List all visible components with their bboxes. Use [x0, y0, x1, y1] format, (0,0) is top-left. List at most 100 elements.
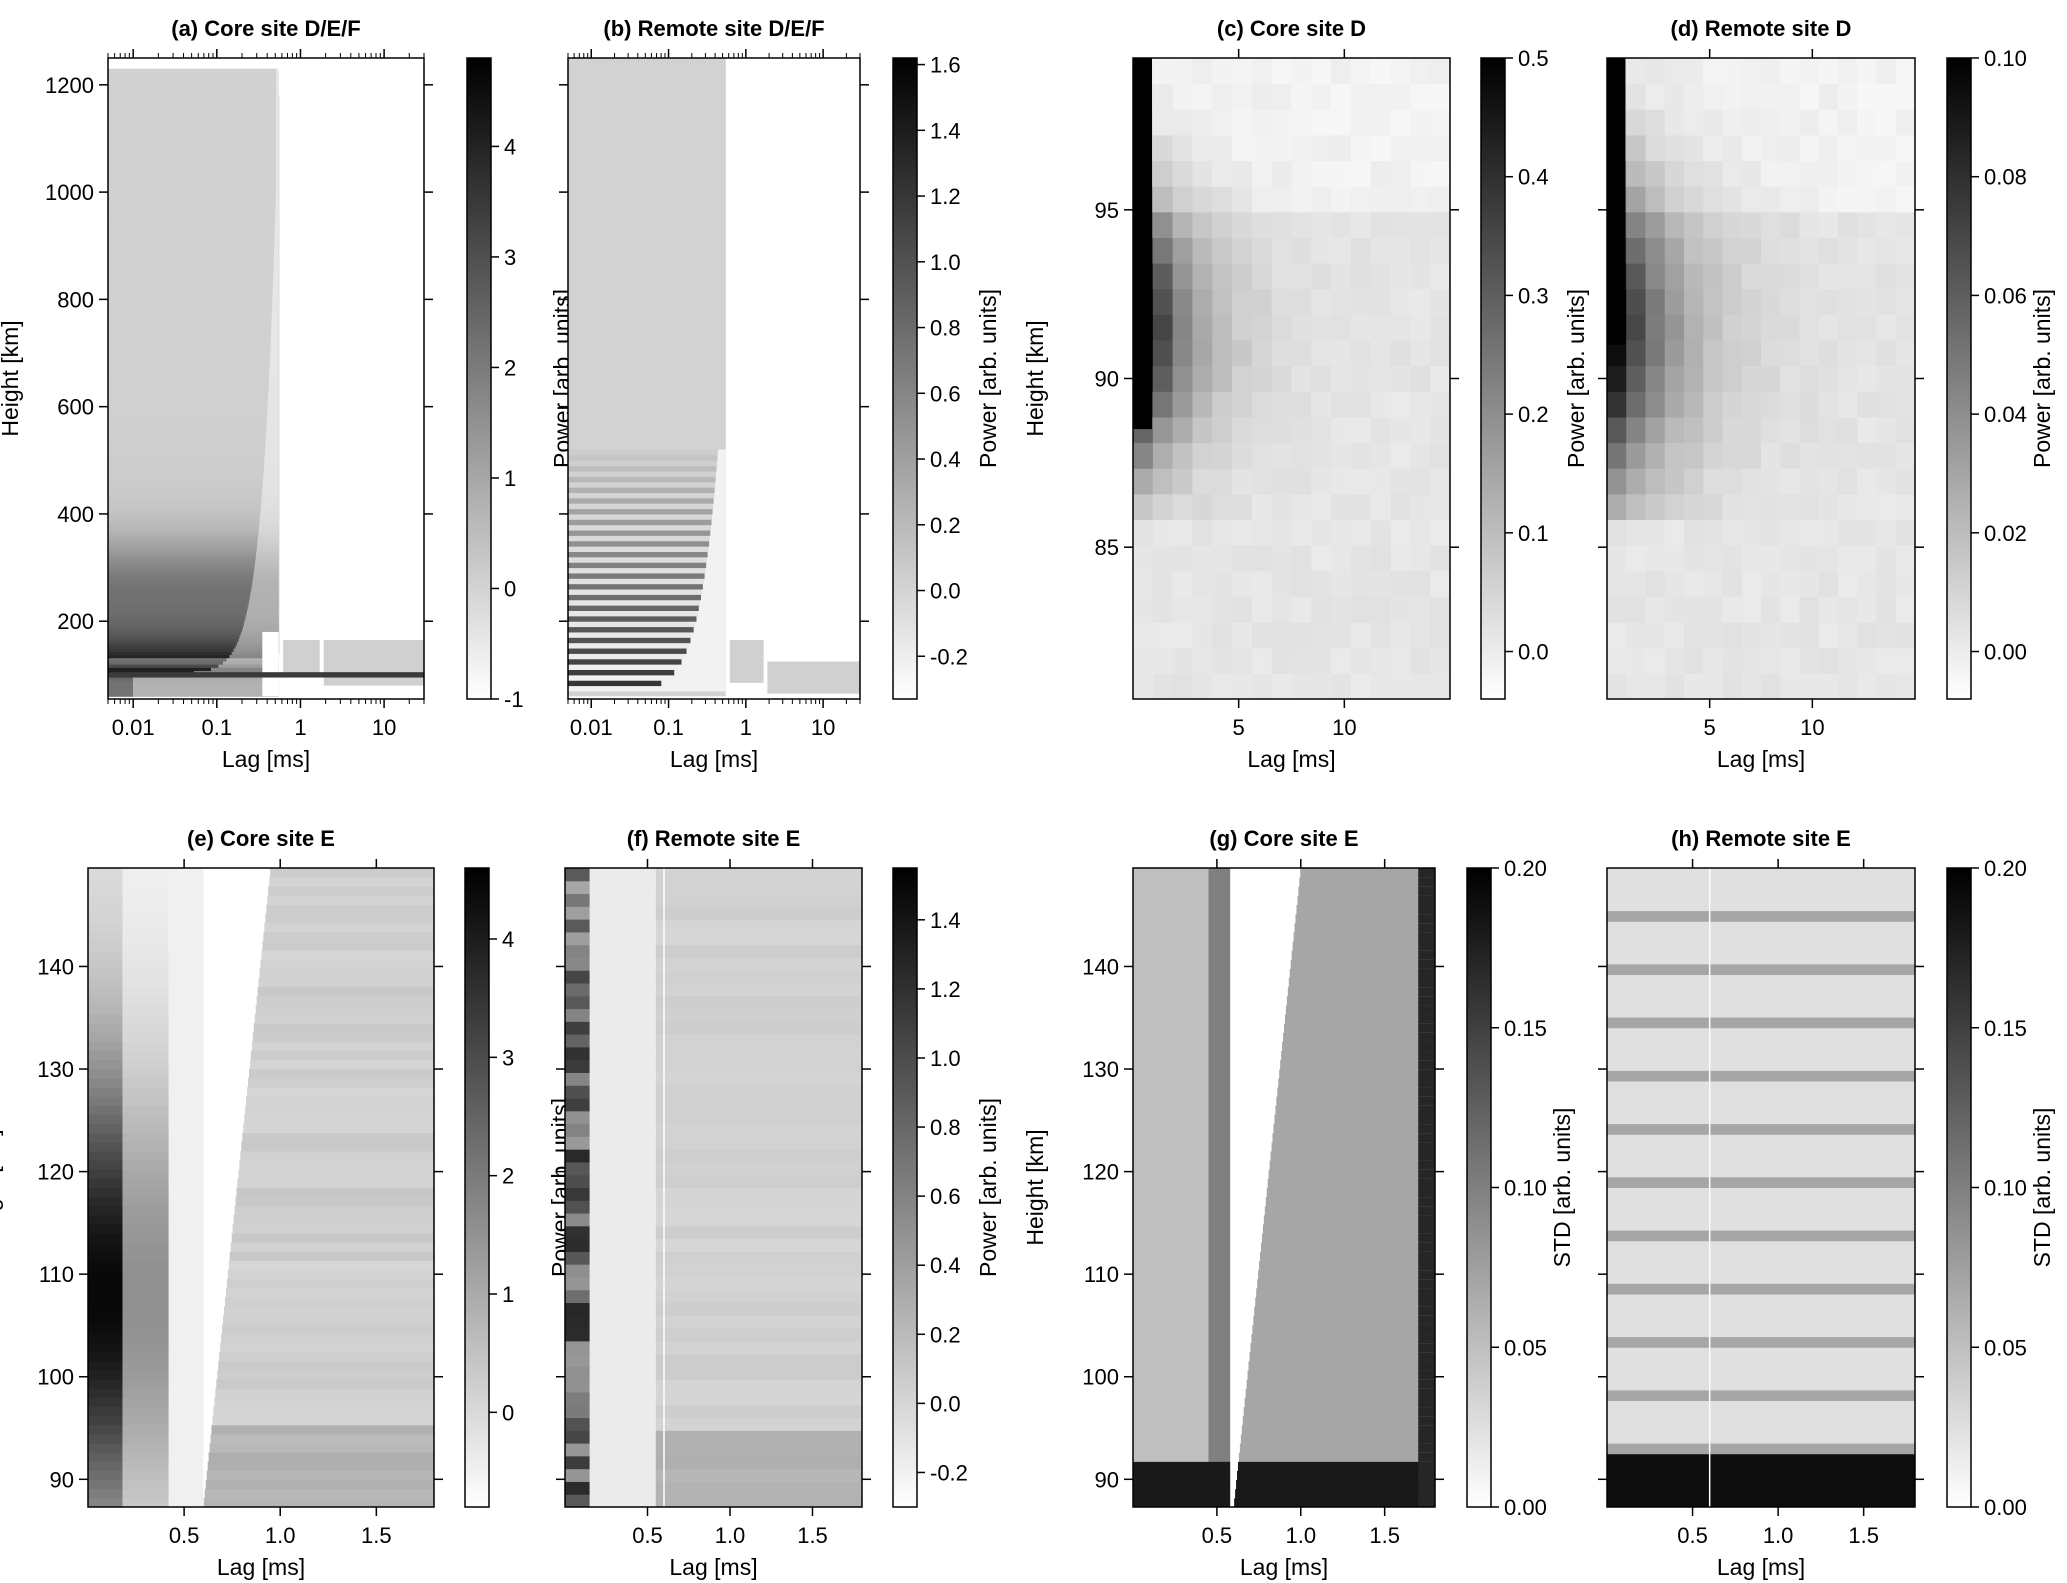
heatmap-row	[108, 438, 266, 443]
heatmap-row	[88, 1041, 123, 1052]
heatmap-row	[122, 1077, 169, 1088]
heatmap-cell	[1152, 570, 1174, 597]
heatmap-cell	[1271, 288, 1292, 315]
heatmap-cell	[1818, 83, 1839, 110]
heatmap-row	[1280, 1059, 1435, 1070]
heatmap-row	[1607, 1485, 1915, 1497]
heatmap-row	[709, 535, 726, 542]
heatmap-row	[108, 178, 276, 182]
heatmap-cell	[1430, 160, 1450, 187]
heatmap-cell	[1430, 263, 1450, 290]
colorbar-tick-label: 2	[504, 355, 516, 380]
heatmap-cell	[1818, 365, 1839, 392]
heatmap-cell	[1722, 160, 1743, 187]
heatmap-row	[565, 1443, 590, 1457]
heatmap-row	[1208, 968, 1231, 979]
heatmap-cell	[1876, 83, 1897, 110]
heatmap-cell	[1876, 493, 1897, 521]
x-tick-label: 1.5	[1369, 1523, 1400, 1548]
heatmap-row	[168, 968, 204, 979]
heatmap-cell	[1251, 493, 1273, 521]
heatmap-row	[1133, 1224, 1209, 1234]
heatmap-cell	[1703, 493, 1723, 521]
heatmap-row	[108, 342, 271, 347]
heatmap-row	[565, 1238, 590, 1252]
heatmap-row	[108, 490, 263, 495]
heatmap-cell	[1232, 160, 1253, 187]
heatmap-row	[275, 200, 279, 205]
heatmap-row	[88, 1278, 123, 1289]
heatmap-row	[122, 1488, 169, 1499]
heatmap-row	[655, 1455, 862, 1470]
heatmap-block	[283, 639, 320, 678]
heatmap-row	[1607, 1155, 1915, 1167]
heatmap-cell	[1703, 237, 1723, 264]
heatmap-cell	[1192, 416, 1213, 444]
heatmap-cell	[1838, 622, 1858, 649]
colorbar-tick-label: 0.0	[1518, 640, 1549, 665]
heatmap-row	[1418, 1306, 1435, 1316]
heatmap-cell	[1370, 570, 1392, 597]
heatmap-cell	[1311, 340, 1332, 367]
heatmap-cell	[1271, 340, 1292, 367]
heatmap-cell	[1876, 596, 1897, 623]
heatmap-row	[693, 626, 726, 633]
heatmap-cell	[1390, 288, 1411, 315]
heatmap-row	[108, 306, 273, 311]
heatmap-row	[262, 941, 434, 951]
heatmap-cell	[1430, 416, 1450, 444]
colorbar	[892, 57, 918, 700]
heatmap-row	[1133, 968, 1209, 979]
heatmap-row	[88, 931, 123, 942]
heatmap-cell	[1607, 545, 1627, 572]
heatmap-row	[88, 1379, 123, 1389]
heatmap-row	[88, 1315, 123, 1325]
heatmap-cell	[1331, 288, 1352, 315]
heatmap-row	[1208, 1497, 1231, 1507]
heatmap-row	[1298, 886, 1435, 896]
heatmap-row	[168, 1324, 204, 1335]
heatmap-cell	[1350, 647, 1372, 674]
heatmap-cell	[1212, 416, 1233, 444]
heatmap-row	[669, 674, 726, 681]
heatmap-row	[1230, 1479, 1237, 1490]
colorbar-tick-label: 1	[502, 1282, 514, 1307]
heatmap-cell	[1390, 134, 1411, 162]
heatmap-cell	[1722, 288, 1743, 315]
heatmap-row	[108, 590, 251, 594]
heatmap-cell	[1818, 622, 1839, 649]
heatmap-row	[1262, 1224, 1435, 1234]
heatmap-row	[108, 397, 268, 401]
heatmap-row	[1607, 942, 1915, 954]
heatmap-row	[1208, 941, 1231, 951]
heatmap-cell	[1331, 186, 1352, 213]
heatmap-cell	[1232, 468, 1253, 495]
heatmap-row	[239, 635, 279, 639]
heatmap-row	[589, 944, 656, 958]
heatmap-row	[589, 1468, 656, 1482]
heatmap-row	[655, 1340, 862, 1355]
heatmap-cell	[1271, 186, 1292, 213]
heatmap	[88, 868, 434, 1507]
heatmap-row	[1275, 1105, 1435, 1115]
colorbar-tick-label: 0.0	[930, 1391, 961, 1416]
heatmap-cell	[1799, 673, 1820, 699]
heatmap-cell	[1430, 545, 1450, 572]
heatmap-cell	[1818, 468, 1839, 495]
heatmap-cell	[1232, 314, 1253, 341]
heatmap-row	[568, 492, 715, 499]
heatmap-row	[266, 432, 279, 437]
heatmap-row	[1235, 1488, 1435, 1499]
heatmap-row	[122, 1251, 169, 1262]
heatmap-row	[1418, 1470, 1435, 1481]
heatmap-row	[1607, 1176, 1915, 1188]
heatmap-row	[589, 1136, 656, 1150]
heatmap-row	[1418, 1160, 1435, 1170]
heatmap-row	[168, 1379, 204, 1389]
colorbar-tick-label: 0.05	[1504, 1335, 1547, 1360]
heatmap-row	[568, 513, 713, 520]
heatmap-cell	[1818, 545, 1839, 572]
heatmap-row	[1253, 1315, 1435, 1325]
heatmap-row	[88, 1479, 123, 1490]
